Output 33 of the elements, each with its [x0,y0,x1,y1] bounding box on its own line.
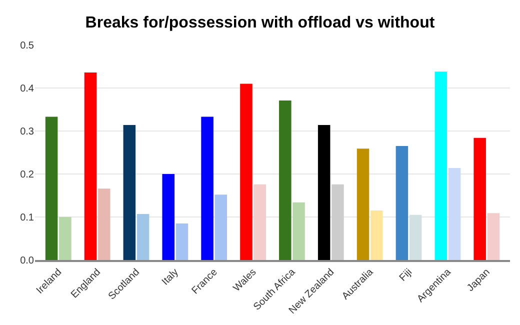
bar [136,214,150,260]
bar [84,72,97,260]
bar [162,174,174,260]
bar [356,148,370,260]
bar [448,168,461,260]
bar [409,214,422,260]
bar [279,100,292,260]
chart-title: Breaks for/possession with offload vs without [85,14,436,32]
bar [240,84,252,260]
bar [176,223,188,260]
bar [45,116,58,260]
x-tick-label: Fiji [398,266,414,284]
y-tick-label: 0.1 [20,212,34,224]
bar [318,124,330,260]
bar [434,72,448,260]
y-tick-label: 0.3 [20,126,34,138]
bar [254,184,266,260]
bar [332,184,344,260]
x-tick-label: Italy [160,266,181,288]
bar [123,124,136,260]
bar [292,202,305,260]
bar [201,116,214,260]
bar [487,213,500,260]
y-tick-label: 0.2 [20,170,34,180]
bar [214,194,228,260]
y-tick-label: 0.5 [20,40,34,52]
bar [98,188,110,260]
bar [370,210,383,260]
y-tick-label: 0.4 [20,84,34,94]
bar [474,138,486,260]
y-tick-label: 0.0 [20,256,34,266]
bar [396,146,408,260]
bar [59,217,72,260]
